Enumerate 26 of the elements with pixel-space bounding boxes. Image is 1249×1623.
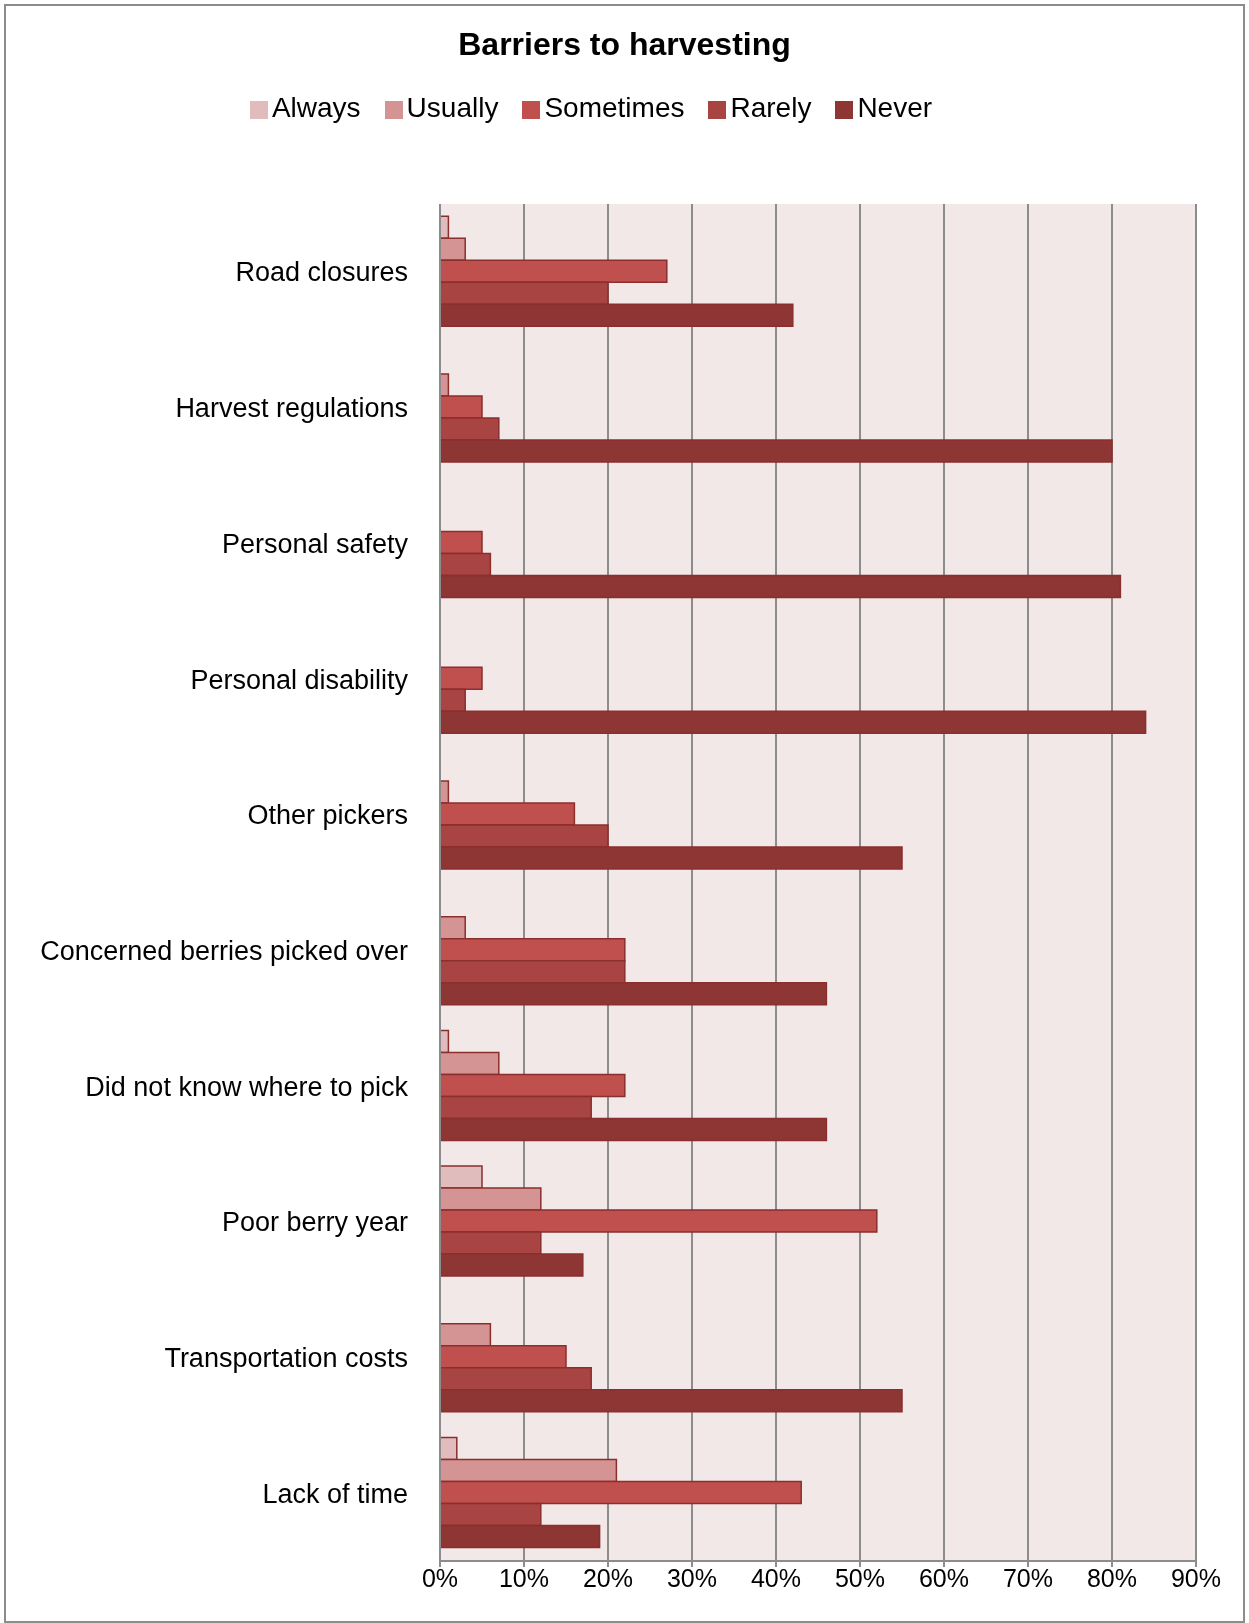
y-tick-label: Lack of time bbox=[262, 1478, 408, 1509]
legend-label: Usually bbox=[406, 92, 499, 123]
y-tick-label: Did not know where to pick bbox=[85, 1071, 409, 1102]
y-tick-label: Personal safety bbox=[221, 528, 409, 559]
y-tick-label: Poor berry year bbox=[221, 1207, 408, 1238]
legend-label: Never bbox=[857, 92, 933, 123]
y-tick-label: Concerned berries picked over bbox=[40, 935, 408, 966]
x-tick-label: 50% bbox=[834, 1563, 886, 1592]
x-tick-label: 10% bbox=[498, 1563, 550, 1592]
y-tick-label: Harvest regulations bbox=[175, 393, 408, 424]
x-tick-label: 80% bbox=[1086, 1563, 1138, 1592]
x-tick-label: 30% bbox=[666, 1563, 718, 1592]
x-tick-label: 90% bbox=[1170, 1563, 1222, 1592]
x-tick-label: 0% bbox=[421, 1563, 459, 1592]
y-tick-label: Personal disability bbox=[190, 664, 409, 695]
y-tick-label: Road closures bbox=[235, 257, 408, 288]
x-tick-label: 60% bbox=[918, 1563, 970, 1592]
legend-label: Always bbox=[271, 92, 361, 123]
x-tick-label: 40% bbox=[750, 1563, 802, 1592]
y-tick-label: Other pickers bbox=[247, 800, 408, 831]
x-tick-label: 70% bbox=[1002, 1563, 1054, 1592]
x-tick-label: 20% bbox=[582, 1563, 634, 1592]
y-tick-label: Transportation costs bbox=[164, 1343, 408, 1374]
legend-label: Sometimes bbox=[544, 92, 685, 123]
chart-title: Barriers to harvesting bbox=[457, 26, 792, 63]
legend-label: Rarely bbox=[730, 92, 812, 123]
